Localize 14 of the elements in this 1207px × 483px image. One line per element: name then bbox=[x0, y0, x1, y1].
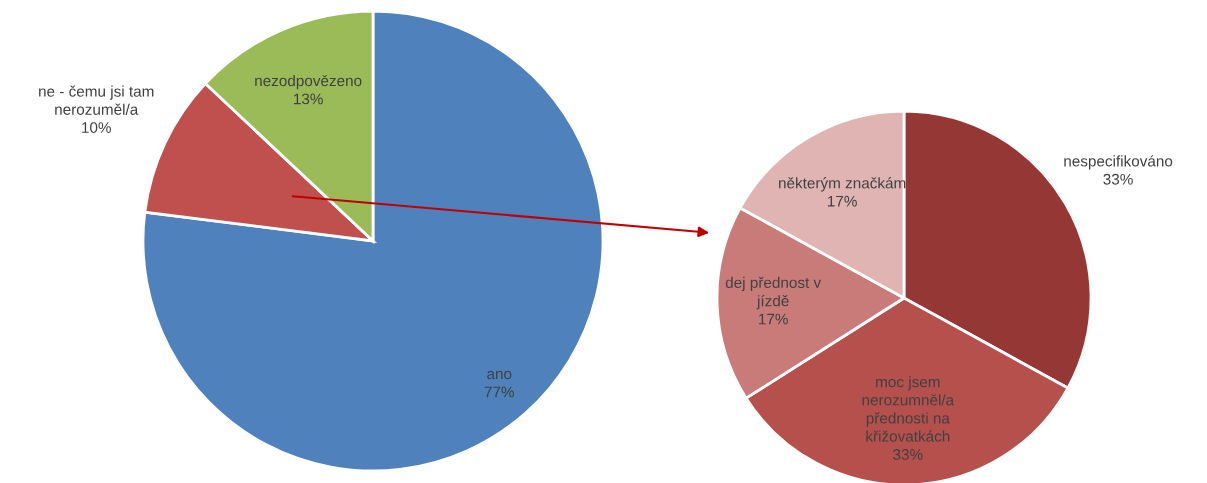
data-label: 33% bbox=[1103, 173, 1133, 185]
data-label: 10% bbox=[82, 122, 111, 133]
slice-label: moc jsem nerozumněl/a přednosti na křižovatkách bbox=[862, 376, 955, 442]
data-label: 17% bbox=[828, 195, 857, 207]
slice-label: ne - čemu jsi tam nerozuměl/a bbox=[39, 85, 154, 115]
slice-label: některým značkám bbox=[779, 177, 906, 192]
slice-label: nezodpovězeno bbox=[255, 74, 362, 90]
slice-label: ano bbox=[487, 370, 512, 380]
data-label: 17% bbox=[759, 313, 788, 325]
data-label: 13% bbox=[294, 93, 323, 105]
data-label: 77% bbox=[484, 386, 514, 398]
data-label: 33% bbox=[893, 449, 923, 460]
slice-label: dej přednost v jízdě bbox=[725, 276, 822, 310]
slice-label: nespecifikováno bbox=[1064, 155, 1173, 170]
